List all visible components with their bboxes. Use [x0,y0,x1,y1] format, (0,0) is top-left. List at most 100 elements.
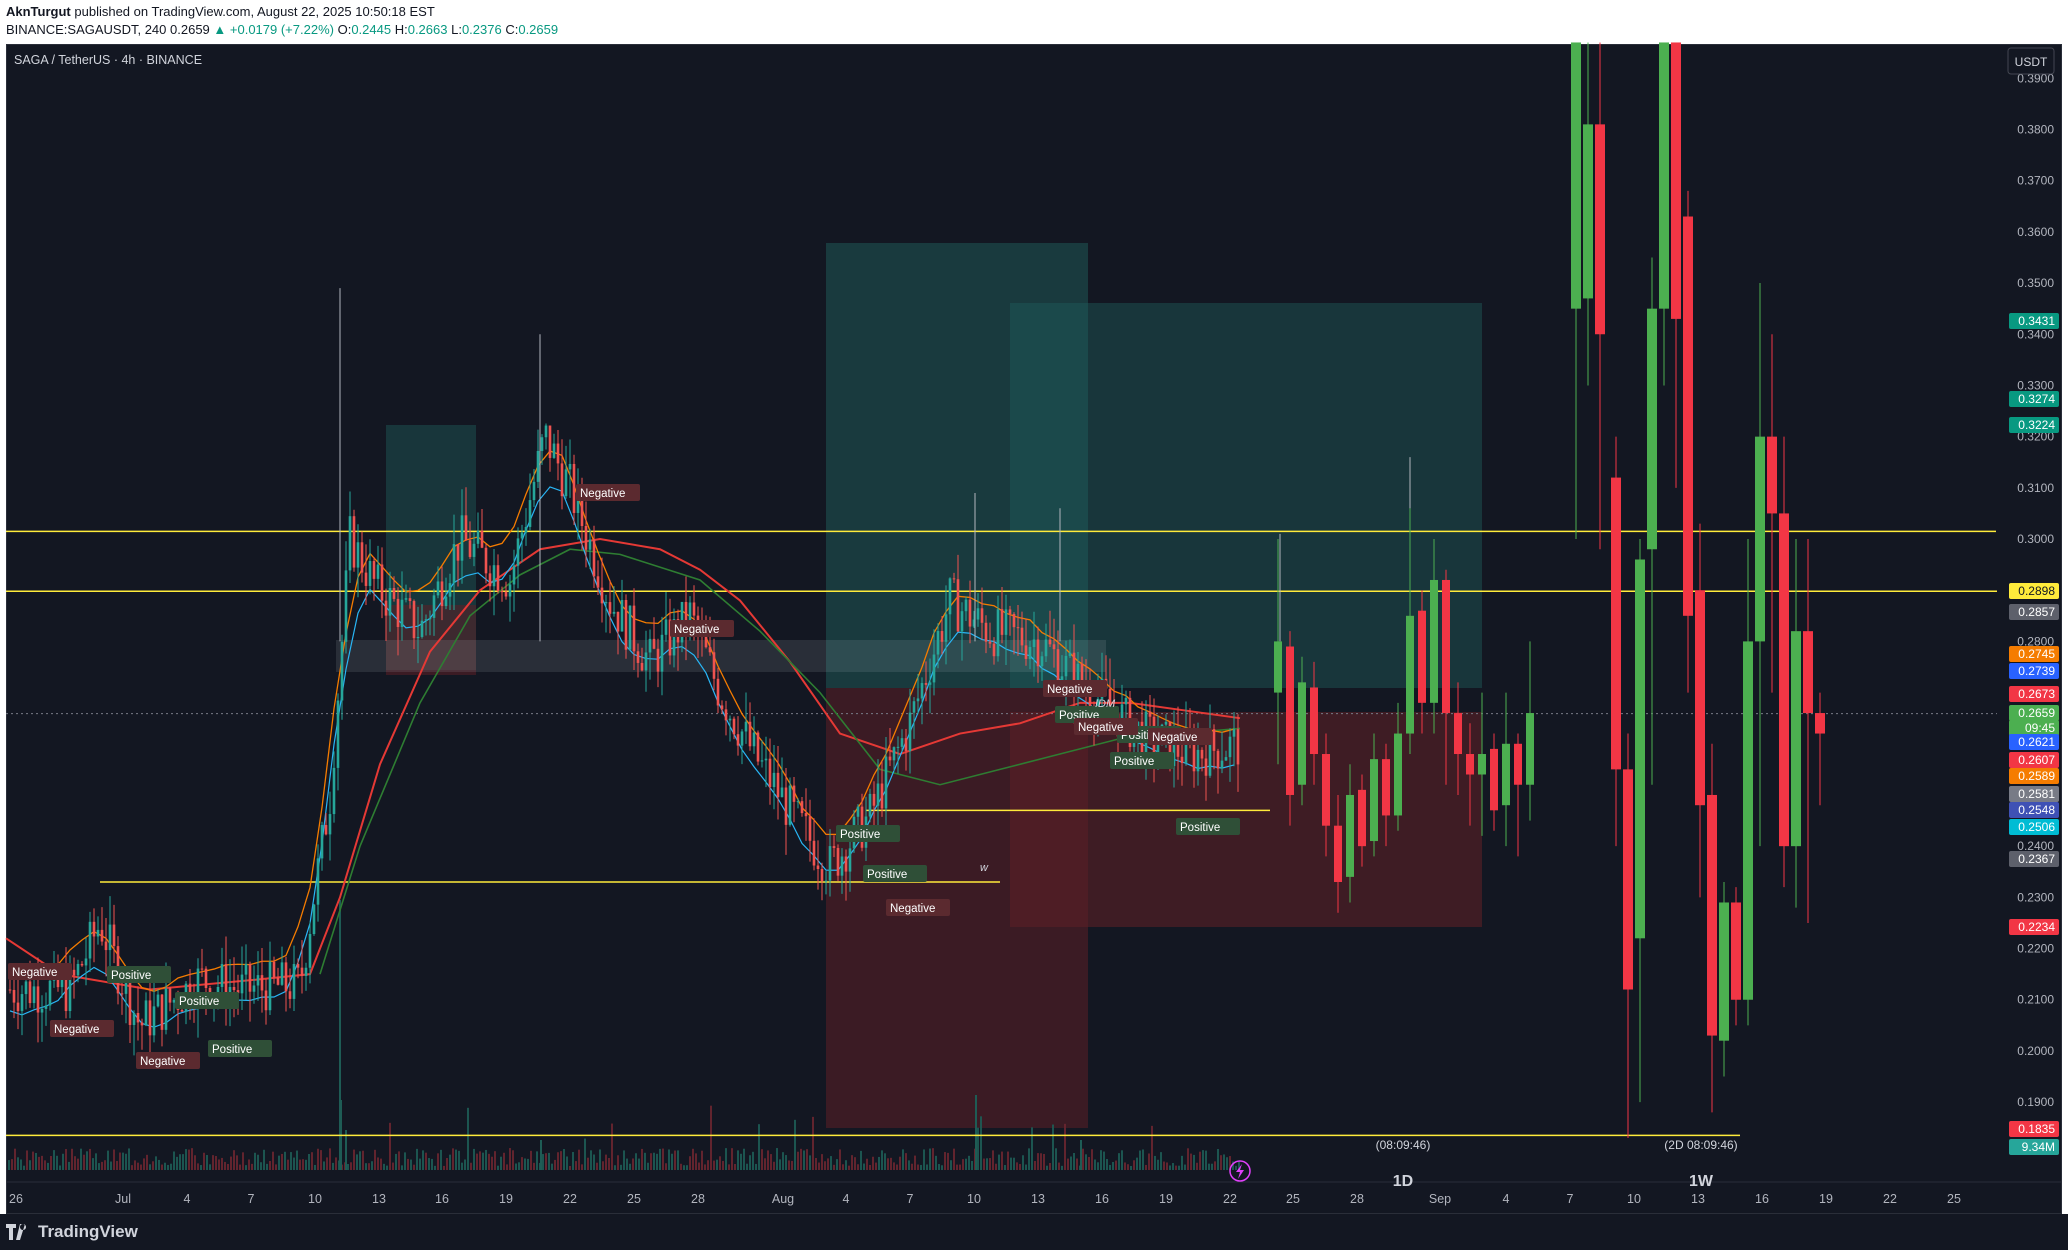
candle [332,767,336,815]
tag-background [576,484,640,501]
volume-bar [425,1152,427,1170]
author-name[interactable]: AknTurgut [6,4,71,19]
candle [120,993,124,995]
candle [1108,688,1112,708]
volume-bar [647,1162,649,1170]
price-label: 0.2898 [2009,583,2059,599]
volume-bar [1103,1151,1105,1170]
candle [1072,652,1076,697]
volume-bar [455,1149,457,1170]
candle [428,617,432,620]
price-label-text: 0.3274 [2018,392,2055,406]
volume-bar [773,1161,775,1170]
volume-bar [224,1161,226,1170]
volume-bar [437,1153,439,1170]
price-chart[interactable]: Negative Positive Negative Positive Negative… [0,0,2068,1214]
candle [768,758,772,788]
volume-bar [1052,1124,1054,1170]
time-tick-label: 4 [843,1192,850,1206]
candle [1036,639,1040,667]
candle [760,760,764,762]
volume-bar [1109,1164,1111,1170]
volume-bar [335,1157,337,1170]
tag-label: Positive [840,829,880,841]
volume-bar [1133,1160,1135,1170]
candle [684,601,688,630]
weekly-candle [1719,902,1729,1041]
volume-bar [1100,1150,1102,1170]
volume-bar [977,1127,979,1170]
position-zone [336,640,1106,672]
lightning-icon[interactable] [1229,1160,1251,1182]
time-tick-label: 4 [184,1192,191,1206]
lightning-circle [1229,1160,1251,1182]
negative-tag: Negative [50,1020,114,1037]
candle [476,530,480,544]
candle [1044,639,1048,657]
volume-bar [540,1140,542,1170]
candle [264,990,268,1011]
volume-bar [683,1165,685,1170]
positive-tag: Positive [208,1040,272,1057]
price-tick-label: 0.2000 [2017,1044,2054,1058]
volume-bar [53,1150,55,1170]
candle [1032,639,1036,648]
candle [80,963,84,966]
price-label: 0.2857 [2009,604,2059,620]
tradingview-logo[interactable]: TradingView [6,1222,138,1242]
volume-bar [875,1162,877,1170]
candle [840,856,844,876]
volume-bar [845,1160,847,1170]
candle [772,772,776,788]
tag-label: Negative [1047,684,1092,696]
candle [1056,649,1060,684]
candle [168,988,172,1003]
candle [240,974,244,994]
candle [404,598,408,600]
volume-bar [365,1163,367,1170]
volume-bar [833,1164,835,1170]
symbol-label: BINANCE:SAGAUSDT, 240 [6,22,167,37]
currency-button[interactable]: USDT [2007,47,2055,75]
candle [444,596,448,607]
volume-bar [1112,1161,1114,1170]
volume-bar [218,1159,220,1170]
volume-bar [797,1151,799,1170]
volume-bar [347,1164,349,1170]
volume-bar [44,1160,46,1170]
volume-bar [866,1158,868,1170]
candle [1220,760,1224,769]
volume-bar [1010,1157,1012,1170]
volume-bar [521,1157,523,1170]
candles [8,42,1825,1138]
volume-bar [914,1155,916,1170]
time-tick-label: 13 [1691,1192,1705,1206]
daily-candle [1394,733,1402,816]
price-tick-label: 0.3200 [2017,430,2054,444]
volume-bar [359,1151,361,1170]
candle [784,787,788,825]
volume-bar [1124,1162,1126,1170]
volume-bar [776,1148,778,1170]
volume-bar [380,1158,382,1170]
volume-bar [1151,1125,1153,1170]
positive-tag: Positive [1176,818,1240,835]
tag-label: Positive [111,970,151,982]
volume-bar [8,1160,10,1170]
volume-bar [1163,1161,1165,1170]
volume-bar [989,1158,991,1170]
time-tick-label: 22 [1223,1192,1237,1206]
volume-bar [248,1159,250,1170]
timeframe-label: 1W [1689,1173,1714,1190]
price-tick-label: 0.1900 [2017,1095,2054,1109]
candle [324,824,328,835]
candle [252,985,256,992]
candle [568,463,572,470]
time-tick-label: 7 [907,1192,914,1206]
candle [800,801,804,814]
volume-bar [293,1157,295,1170]
price-label-text: 0.2659 [2018,706,2055,720]
volume-bar [1139,1150,1141,1170]
volume-bar [1214,1161,1216,1170]
volume-bar [806,1149,808,1170]
